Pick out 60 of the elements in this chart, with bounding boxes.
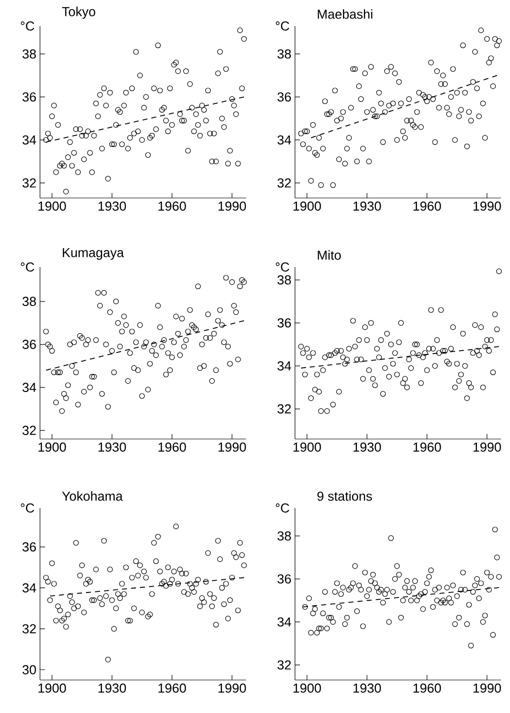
y-axis-title: °C (276, 21, 290, 31)
y-axis-title: °C (276, 262, 290, 272)
x-tick-label: 1900 (294, 442, 321, 452)
chart-title: 9 stations (317, 491, 372, 501)
chart-title: Yokohama (62, 491, 123, 501)
y-tick-label: 38 (278, 531, 291, 541)
y-tick-label: 36 (278, 92, 291, 102)
y-tick-label: 38 (278, 275, 291, 284)
y-tick-label: 36 (278, 318, 291, 328)
x-tick-label: 1960 (414, 202, 441, 211)
x-tick-label: 1930 (98, 202, 126, 211)
y-tick-label: 34 (278, 361, 292, 370)
y-tick-label: 36 (22, 340, 36, 349)
y-tick-label: 38 (22, 49, 36, 59)
x-tick-label: 1960 (158, 684, 186, 693)
y-tick-label: 34 (278, 135, 292, 145)
y-axis-title: °C (20, 21, 34, 31)
chart-title: Tokyo (62, 6, 96, 19)
x-tick-label: 1960 (158, 442, 186, 452)
x-tick-label: 1960 (414, 684, 441, 693)
y-tick-label: 36 (22, 542, 36, 552)
y-tick-label: 30 (22, 665, 36, 674)
y-tick-label: 36 (22, 92, 36, 102)
x-tick-label: 1900 (38, 202, 66, 211)
y-tick-label: 32 (278, 404, 291, 414)
x-tick-label: 1990 (474, 684, 501, 693)
y-axis-title: °C (276, 503, 290, 513)
x-tick-label: 1930 (98, 442, 126, 452)
x-tick-label: 1990 (474, 442, 501, 452)
x-tick-label: 1960 (158, 202, 186, 211)
x-tick-label: 1990 (218, 202, 246, 211)
x-tick-label: 1990 (218, 442, 246, 452)
x-tick-label: 1930 (354, 442, 381, 452)
chart-title: Kumagaya (62, 248, 124, 260)
y-axis-title: °C (20, 503, 34, 513)
y-tick-label: 34 (278, 617, 292, 627)
y-tick-label: 32 (22, 426, 36, 435)
x-tick-label: 1990 (474, 202, 501, 211)
y-tick-label: 32 (22, 178, 36, 188)
y-tick-label: 34 (22, 382, 36, 392)
x-tick-label: 1930 (98, 684, 126, 693)
y-tick-label: 38 (22, 296, 36, 306)
y-tick-label: 34 (22, 583, 36, 592)
y-tick-label: 32 (22, 624, 36, 634)
chart-title: Mito (318, 250, 341, 260)
x-tick-label: 1900 (294, 202, 321, 211)
x-tick-label: 1930 (354, 202, 381, 211)
y-tick-label: 34 (22, 135, 36, 145)
y-tick-label: 32 (278, 660, 291, 670)
x-tick-label: 1900 (38, 442, 66, 452)
chart-title: Maebashi (318, 9, 372, 19)
y-tick-label: 32 (278, 178, 291, 188)
x-tick-label: 1990 (218, 684, 246, 693)
y-tick-label: 38 (278, 49, 291, 59)
x-tick-label: 1900 (38, 684, 66, 693)
y-axis-title: °C (20, 262, 34, 272)
x-tick-label: 1960 (414, 442, 441, 452)
x-tick-label: 1900 (294, 684, 321, 693)
y-tick-label: 36 (278, 574, 291, 584)
x-tick-label: 1930 (354, 684, 381, 693)
